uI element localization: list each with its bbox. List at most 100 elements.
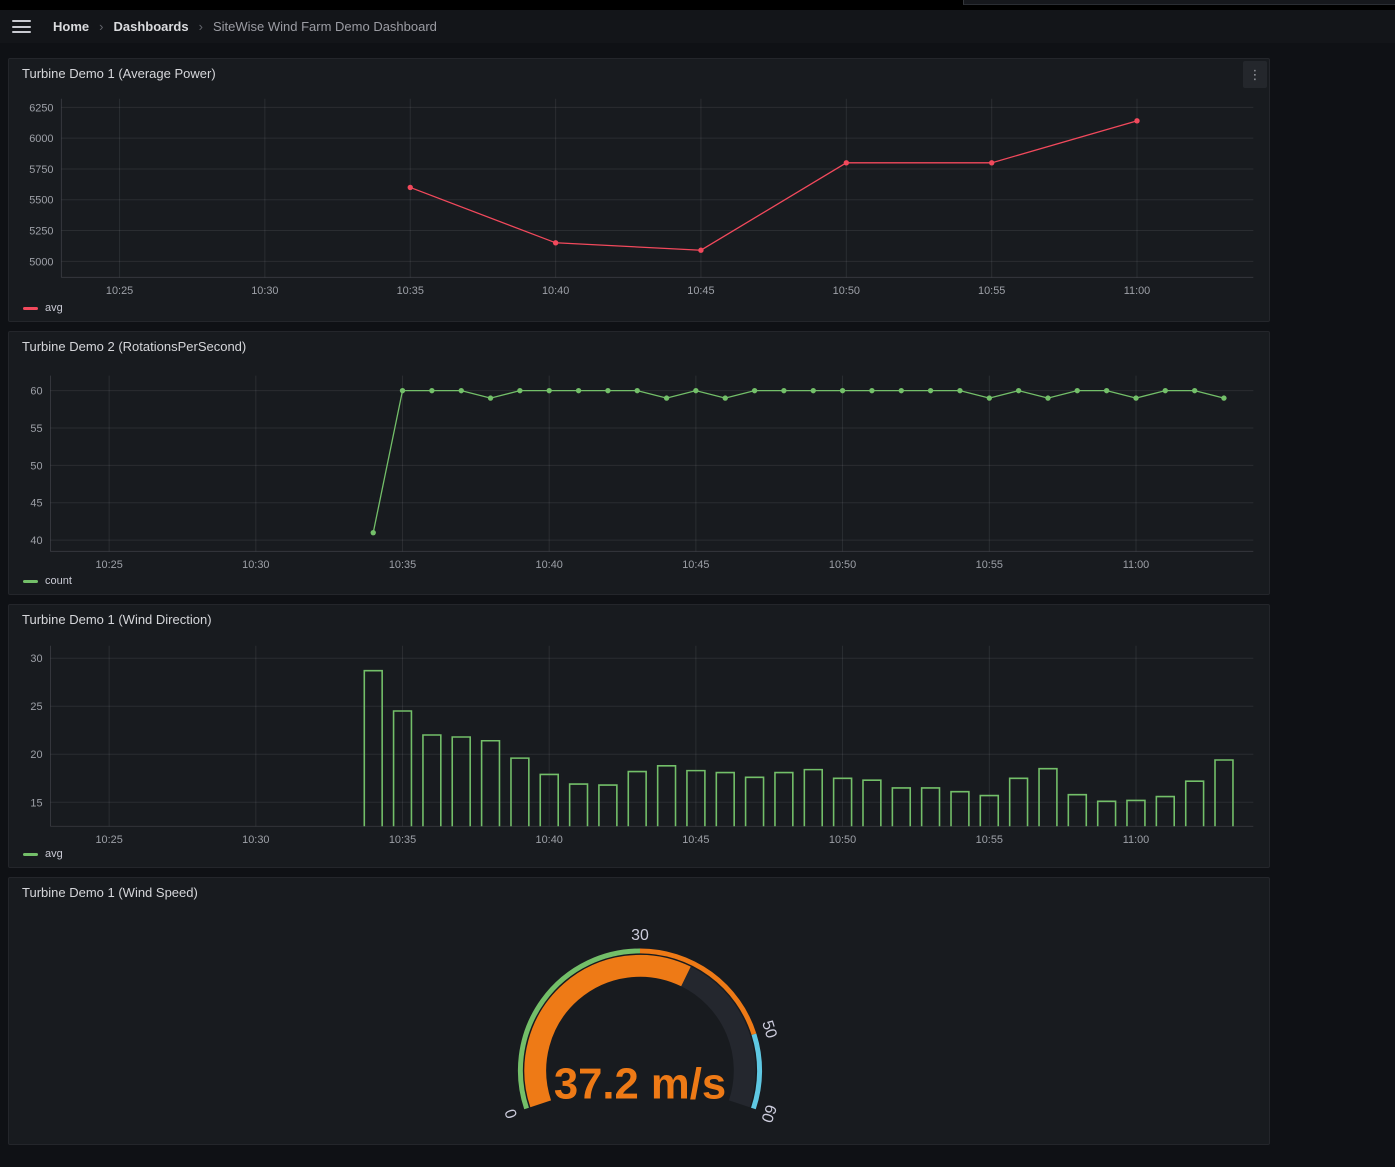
- breadcrumb: Home › Dashboards › SiteWise Wind Farm D…: [53, 19, 437, 34]
- gauge-value-text: 37.2 m/s: [554, 1059, 726, 1108]
- y-axis-tick-label: 55: [30, 423, 42, 435]
- hamburger-icon[interactable]: [12, 20, 31, 33]
- panel-rotations-per-second: 40 45 50 55 60 10:25 10:30 10:35 10:40 10:45 10:50…: [8, 331, 1270, 595]
- chevron-right-icon: ›: [198, 19, 203, 34]
- legend[interactable]: avg: [23, 848, 63, 860]
- y-axis-tick-label: 5750: [29, 164, 53, 176]
- bar: [1155, 795, 1176, 827]
- data-point: [546, 387, 552, 394]
- legend-color-swatch: [23, 306, 38, 310]
- panel-title[interactable]: Turbine Demo 1 (Average Power): [22, 66, 216, 81]
- data-point: [898, 387, 904, 394]
- data-point: [957, 387, 963, 394]
- nav-toolbar-cutoff: [963, 0, 1395, 5]
- x-axis-tick-label: 10:50: [829, 559, 856, 571]
- data-point: [634, 387, 640, 394]
- gauge-threshold-ring: [517, 948, 640, 1110]
- x-axis-tick-label: 10:50: [829, 834, 856, 846]
- legend[interactable]: count: [23, 575, 72, 587]
- bar: [422, 734, 442, 827]
- bar: [715, 771, 735, 827]
- y-axis-tick-label: 5500: [29, 195, 53, 207]
- bar: [1126, 799, 1146, 827]
- data-point: [1045, 395, 1051, 401]
- data-point: [1162, 387, 1168, 394]
- panel-wind-speed: 0 30 50 60 37.2 m/s Turbine Demo 1 (Wind Spe…: [8, 877, 1270, 1145]
- panel-average-power: 5000 5250 5500 5750 6000 6250 10:25 10:30 10:35 1…: [8, 58, 1270, 322]
- data-point: [1015, 387, 1022, 394]
- gauge-tick-label: 0: [502, 1106, 521, 1120]
- data-point: [575, 387, 582, 394]
- x-axis-tick-label: 10:25: [95, 834, 122, 846]
- bar: [656, 764, 677, 827]
- wind-direction-chart[interactable]: 15 20 25 30 10:25 10:30 10:35 10:40 10:45 10:50 10…: [9, 605, 1269, 867]
- bar: [392, 710, 413, 827]
- breadcrumb-dashboards[interactable]: Dashboards: [113, 19, 189, 34]
- x-axis-tick-label: 11:00: [1123, 834, 1149, 846]
- data-point: [810, 387, 816, 394]
- bar: [539, 773, 560, 827]
- wind-speed-gauge[interactable]: 0 30 50 60 37.2 m/s: [9, 878, 1269, 1144]
- x-axis-tick-label: 10:50: [833, 285, 860, 297]
- data-point: [517, 387, 523, 394]
- y-axis-tick-label: 20: [30, 749, 42, 761]
- panel-title[interactable]: Turbine Demo 1 (Wind Direction): [22, 612, 212, 627]
- x-axis-tick-label: 11:00: [1124, 285, 1150, 297]
- x-axis-tick-label: 10:40: [542, 285, 569, 297]
- data-point: [1134, 118, 1140, 124]
- bar: [1008, 777, 1029, 827]
- legend-label[interactable]: count: [45, 575, 72, 587]
- data-point: [843, 160, 849, 166]
- panel-title[interactable]: Turbine Demo 1 (Wind Speed): [22, 885, 198, 900]
- data-point: [1191, 387, 1198, 394]
- y-axis-tick-label: 60: [30, 386, 42, 398]
- legend-label[interactable]: avg: [45, 302, 63, 314]
- breadcrumb-home[interactable]: Home: [53, 19, 90, 34]
- x-axis-tick-label: 10:55: [978, 285, 1005, 297]
- data-point: [989, 160, 995, 166]
- y-axis-tick-label: 6000: [29, 133, 53, 145]
- data-point: [1103, 387, 1110, 394]
- data-point: [399, 387, 406, 394]
- legend[interactable]: avg: [23, 302, 63, 314]
- bar: [891, 787, 912, 827]
- data-point: [605, 387, 611, 394]
- bar: [803, 768, 823, 827]
- chevron-right-icon: ›: [99, 19, 104, 34]
- bar: [979, 794, 1000, 827]
- data-point: [552, 240, 559, 246]
- bar: [686, 769, 706, 827]
- y-axis-tick-label: 5000: [29, 256, 53, 268]
- gauge-tick-label: 50: [758, 1018, 780, 1040]
- bar: [363, 669, 383, 827]
- data-point: [927, 387, 934, 394]
- x-axis-tick-label: 10:35: [397, 285, 424, 297]
- x-axis-tick-label: 10:35: [389, 559, 416, 571]
- panel-title[interactable]: Turbine Demo 2 (RotationsPerSecond): [22, 339, 247, 354]
- legend-label[interactable]: avg: [45, 848, 63, 860]
- data-point: [1074, 387, 1080, 394]
- bar: [774, 771, 794, 827]
- panel-menu-button[interactable]: ⋮: [1243, 61, 1267, 88]
- x-axis-tick-label: 10:45: [682, 559, 709, 571]
- y-axis-tick-label: 30: [30, 653, 42, 665]
- x-axis-tick-label: 10:45: [687, 285, 714, 297]
- bar: [598, 784, 618, 827]
- top-strip: [0, 0, 1395, 10]
- bar: [832, 777, 853, 827]
- x-axis-tick-label: 10:55: [976, 834, 1003, 846]
- rotations-chart[interactable]: 40 45 50 55 60 10:25 10:30 10:35 10:40 10:45 10:50…: [9, 332, 1269, 594]
- bar: [1214, 759, 1234, 827]
- data-point: [1221, 395, 1227, 401]
- data-point: [839, 387, 846, 394]
- bar: [627, 770, 647, 827]
- average-power-chart[interactable]: 5000 5250 5500 5750 6000 6250 10:25 10:30 10:35 1…: [9, 59, 1269, 321]
- bar: [950, 790, 970, 827]
- y-axis-tick-label: 45: [30, 498, 42, 510]
- y-axis-tick-label: 15: [30, 797, 42, 809]
- data-point: [869, 387, 875, 394]
- y-axis-tick-label: 40: [30, 535, 42, 547]
- gauge-tick-label: 60: [757, 1102, 779, 1124]
- data-point: [487, 395, 494, 401]
- bar: [480, 739, 501, 827]
